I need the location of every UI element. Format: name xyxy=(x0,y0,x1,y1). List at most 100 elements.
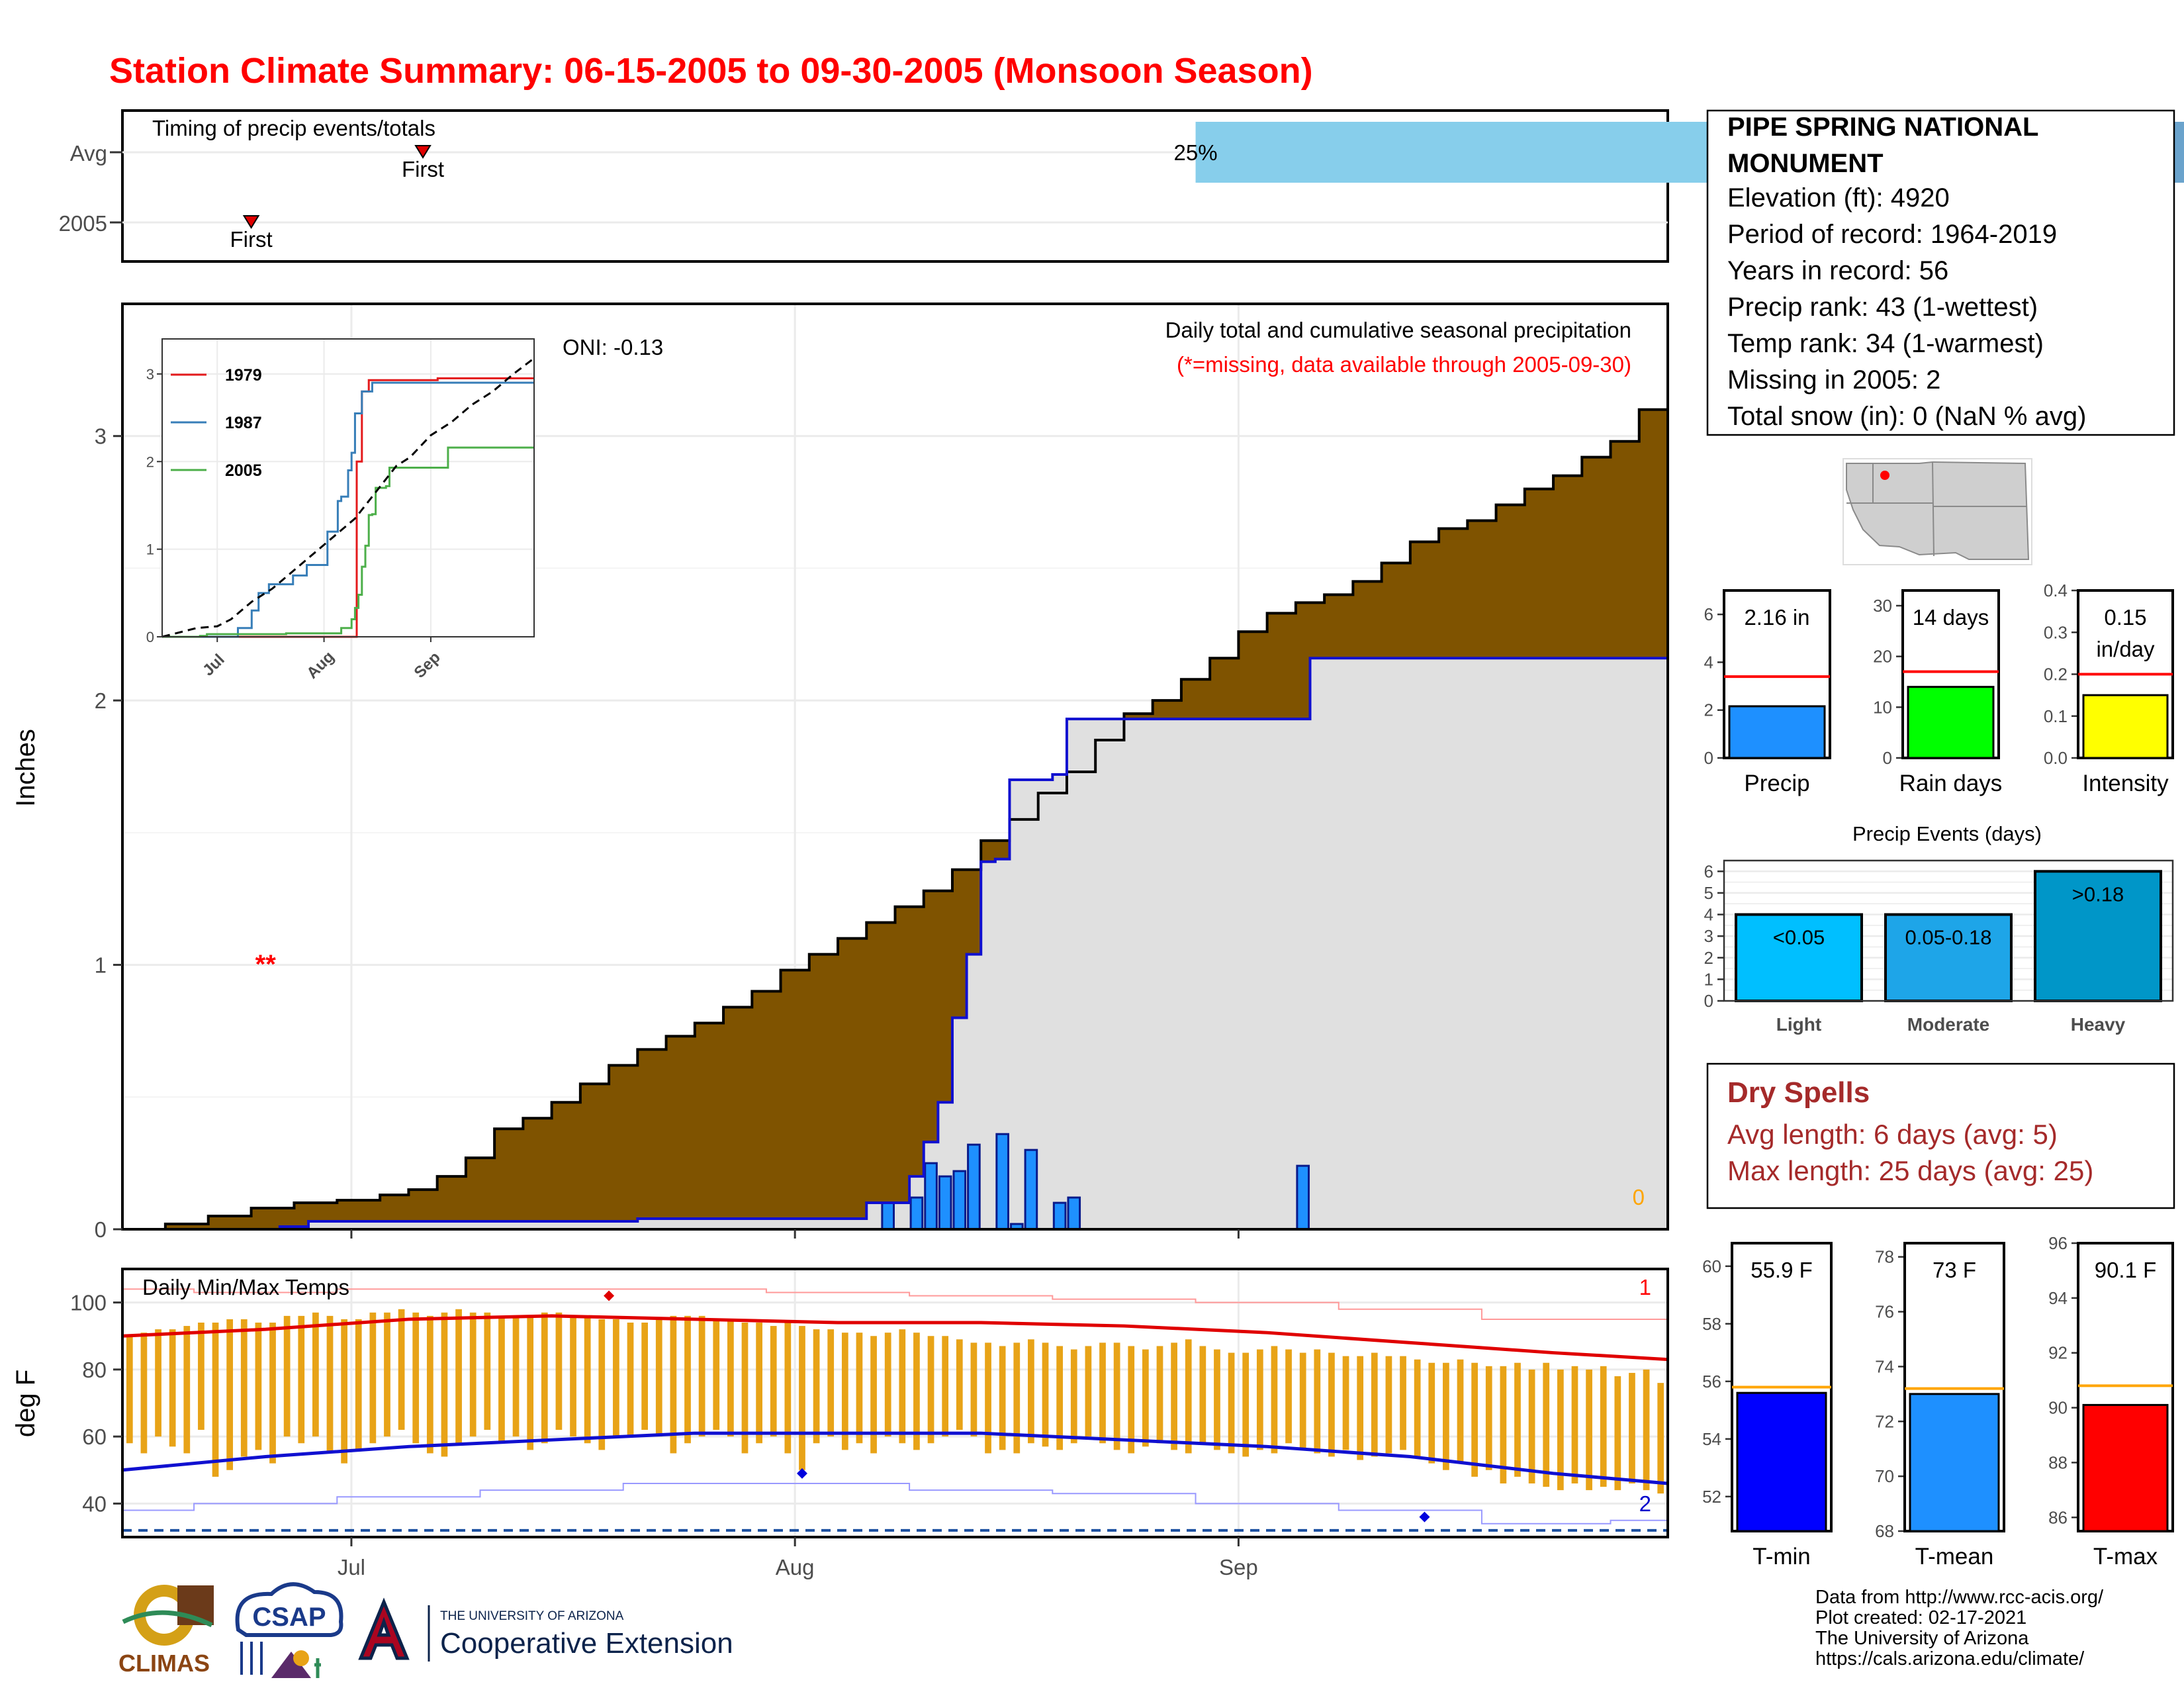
daily-temp-range-bar xyxy=(942,1336,949,1437)
timing-first-marker-Avg xyxy=(414,145,432,159)
daily-temp-range-bar xyxy=(484,1312,491,1430)
summary-precip-bars: 0 2 4 6 2.16 in Precip 0 10 20 30 14 days Rain days… xyxy=(1704,581,2174,796)
daily-temp-range-bar xyxy=(1242,1352,1250,1457)
temp-y-label: deg F xyxy=(11,1370,40,1437)
inset-y-tick-label: 0 xyxy=(146,629,154,645)
daily-temp-range-bar xyxy=(927,1336,934,1444)
dry-spells-box: Dry Spells Avg length: 6 days (avg: 5) M… xyxy=(1706,1062,2175,1209)
daily-temp-range-bar xyxy=(198,1323,205,1430)
precip-subtitle: (*=missing, data available through 2005-… xyxy=(1177,352,1631,377)
daily-temp-range-bar xyxy=(1013,1342,1021,1454)
temp-title: Daily Min/Max Temps xyxy=(142,1275,349,1299)
daily-temp-range-bar xyxy=(1199,1346,1206,1444)
temp-y-tick-label: 100 xyxy=(70,1291,107,1315)
summary-y-tick-label: 54 xyxy=(1702,1429,1721,1449)
precip-y-axis: 0 1 2 3 xyxy=(95,424,1240,1242)
inset-line-1987 xyxy=(162,381,534,638)
summary-y-tick-label: 0.2 xyxy=(2044,665,2068,684)
daily-temp-range-bar xyxy=(570,1315,576,1437)
summary-bar-T-min xyxy=(1736,1391,1827,1532)
dry-spells-avg: Avg length: 6 days (avg: 5) xyxy=(1727,1119,2058,1150)
daily-temp-range-bar xyxy=(1629,1372,1635,1483)
summary-y-tick-label: 88 xyxy=(2048,1452,2068,1472)
summary-y-tick-label: 96 xyxy=(2048,1233,2068,1253)
precip-y-tick-label: 2 xyxy=(95,688,107,713)
summary-y-tick-label: 90 xyxy=(2048,1398,2068,1418)
timing-label: Timing of precip events/totals xyxy=(152,116,435,140)
daily-temp-range-bar xyxy=(1500,1366,1507,1483)
daily-temp-range-bar xyxy=(841,1333,848,1450)
daily-temp-range-bar xyxy=(326,1315,334,1454)
ua-logo: THE UNIVERSITY OF ARIZONA Cooperative Ex… xyxy=(358,1597,733,1662)
daily-temp-range-bar xyxy=(1185,1339,1192,1454)
summary-y-tick-label: 2 xyxy=(1704,700,1713,720)
timing-first-label-Avg: First xyxy=(402,157,444,181)
timing-first-marker-2005 xyxy=(242,215,260,229)
summary-category-Rain days: Rain days xyxy=(1899,771,2003,796)
daily-precip-bar xyxy=(952,1170,967,1231)
snow-label: 0 xyxy=(1633,1185,1645,1209)
summary-y-tick-label: 0.3 xyxy=(2044,622,2068,642)
temp-y-tick-label: 40 xyxy=(82,1491,107,1516)
station-temp-rank: Temp rank: 34 (1-warmest) xyxy=(1727,329,2044,358)
summary-y-tick-label: 68 xyxy=(1875,1521,1894,1541)
record-low-marker xyxy=(1419,1511,1430,1523)
cumulative-2005-line xyxy=(122,657,1668,1231)
summary-value-label-Intensity-2: in/day xyxy=(2096,637,2155,661)
daily-temp-range-bar xyxy=(627,1323,634,1437)
daily-temp-range-bar xyxy=(384,1312,390,1437)
footer-line-1: Data from http://www.rcc-acis.org/ xyxy=(1815,1587,2104,1608)
ua-line1: THE UNIVERSITY OF ARIZONA xyxy=(440,1609,624,1623)
summary-value-label-T-min: 55.9 F xyxy=(1751,1258,1813,1282)
summary-bar-Precip xyxy=(1728,705,1826,759)
daily-temp-range-bar xyxy=(283,1315,291,1437)
daily-precip-bar xyxy=(967,1143,981,1231)
station-missing: Missing in 2005: 2 xyxy=(1727,365,1940,395)
events-category-Light: Light xyxy=(1776,1014,1821,1035)
events-y-tick-label: 6 xyxy=(1704,861,1713,881)
summary-y-tick-label: 78 xyxy=(1875,1247,1894,1267)
summary-temp-bars: 52 54 56 58 60 55.9 F T-min 68 70 72 74 76 78 73 F T-m… xyxy=(1702,1233,2174,1570)
daily-temp-range-bar xyxy=(1156,1346,1163,1444)
summary-y-tick-label: 20 xyxy=(1873,647,1892,667)
precip-title: Daily total and cumulative seasonal prec… xyxy=(1165,318,1631,342)
daily-temp-range-bar xyxy=(899,1329,906,1444)
summary-y-tick-label: 56 xyxy=(1702,1372,1721,1391)
min-count-label: 2 xyxy=(1639,1491,1651,1516)
daily-temp-range-bar xyxy=(1028,1339,1034,1444)
page-title: Station Climate Summary: 06-15-2005 to 0… xyxy=(109,51,1313,91)
summary-category-Intensity: Intensity xyxy=(2082,771,2169,796)
precip-area xyxy=(122,388,1669,1231)
footer-line-4: https://cals.arizona.edu/climate/ xyxy=(1815,1648,2085,1669)
summary-y-tick-label: 0.4 xyxy=(2044,581,2068,600)
precip-events-title: Precip Events (days) xyxy=(1852,822,2042,845)
dry-spells-title: Dry Spells xyxy=(1727,1076,1870,1109)
daily-temp-range-bar xyxy=(1256,1349,1263,1450)
max-count-label: 1 xyxy=(1639,1275,1651,1299)
daily-temp-range-bar xyxy=(1457,1359,1464,1464)
station-elevation: Elevation (ft): 4920 xyxy=(1727,183,1950,212)
daily-temp-range-bar xyxy=(1113,1342,1120,1450)
summary-y-tick-label: 0 xyxy=(1704,748,1713,768)
events-y-tick-label: 5 xyxy=(1704,883,1713,903)
daily-temp-range-bar xyxy=(412,1312,420,1444)
timing-first-label-2005: First xyxy=(230,227,273,252)
daily-temp-range-bar xyxy=(1371,1352,1378,1457)
inset-line-avg xyxy=(161,357,535,638)
summary-y-tick-label: 74 xyxy=(1875,1356,1894,1376)
record-low-marker xyxy=(796,1468,807,1479)
temp-y-axis: 40 60 80 100 xyxy=(70,1291,122,1516)
station-location-dot xyxy=(1880,471,1889,480)
temp-grid xyxy=(122,1269,1668,1537)
inset-legend-label-1987: 1987 xyxy=(225,414,262,432)
summary-y-tick-label: 0.1 xyxy=(2044,706,2068,726)
daily-temp-range-bar xyxy=(455,1309,462,1444)
daily-temp-range-bar xyxy=(469,1312,477,1437)
station-name-line1: PIPE SPRING NATIONAL xyxy=(1727,113,2038,142)
missing-marker: ** xyxy=(255,950,277,979)
daily-temp-range-bar xyxy=(1128,1346,1135,1454)
daily-temp-range-bar xyxy=(140,1333,148,1454)
daily-temp-range-bar xyxy=(1099,1342,1106,1444)
events-bar-Light xyxy=(1735,913,1863,1002)
daily-temp-range-bar xyxy=(1528,1369,1535,1483)
